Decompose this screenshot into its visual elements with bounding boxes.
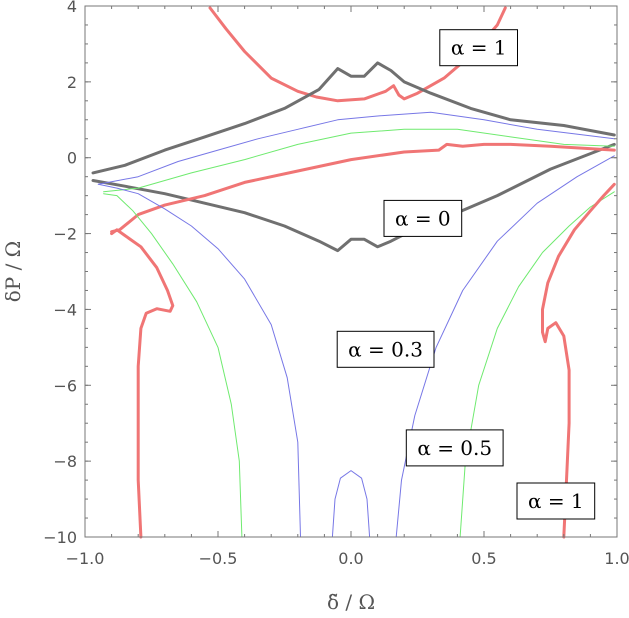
y-axis-title: δP / Ω	[1, 241, 25, 303]
series-line-a03_inner	[331, 470, 371, 538]
series-line-a05_left	[103, 193, 243, 538]
annotation-box	[336, 330, 435, 368]
annotation-box	[439, 29, 518, 67]
y-tick-label: −6	[53, 376, 77, 395]
annotation-label: α = 0.3	[336, 330, 435, 368]
annotations-layer: α = 1 α = 0 α = 0.3 α = 0.5 α = 1	[336, 29, 596, 520]
annotation-label: α = 0	[383, 199, 463, 237]
series-line-a0_top	[91, 61, 616, 175]
y-tick-label: −4	[53, 300, 77, 319]
annotation-text: α = 1	[451, 36, 507, 60]
x-tick-label: −1.0	[66, 549, 105, 568]
x-tick-label: 1.0	[604, 549, 629, 568]
y-tick-label: 0	[67, 149, 77, 168]
series-line-a1_left	[110, 228, 175, 539]
series-line-a1_arc	[208, 6, 507, 103]
series-line-a03_left	[97, 183, 301, 538]
annotation-text: α = 0.3	[348, 337, 423, 361]
x-tick-label: −0.5	[199, 549, 238, 568]
y-tick-label: 4	[67, 0, 77, 16]
series-line-a1_mid	[110, 142, 616, 234]
annotation-box	[405, 429, 504, 467]
y-tick-label: −10	[43, 528, 77, 547]
annotation-box	[383, 199, 463, 237]
annotation-label: α = 0.5	[405, 429, 504, 467]
plot-frame	[84, 5, 618, 538]
y-tick-label: −2	[53, 225, 77, 244]
x-axis-title: δ̃ / Ω	[327, 590, 375, 614]
annotation-text: α = 0	[395, 206, 451, 230]
x-tick-label: 0.0	[338, 549, 363, 568]
x-tick-label: 0.5	[471, 549, 496, 568]
series-layer	[91, 6, 616, 539]
ticks-layer: −1.0 −0.5 0.0 0.5 1.0 −10 −8 −6 −4 −2 0 2 4	[43, 0, 629, 568]
y-tick-label: 2	[67, 73, 77, 92]
annotation-label: α = 1	[516, 482, 596, 520]
annotation-text: α = 0.5	[417, 436, 492, 460]
series-line-a1_right	[541, 182, 616, 539]
y-tick-label: −8	[53, 452, 77, 471]
series-line-a05_upper	[103, 128, 615, 193]
series-line-a03_upper	[97, 111, 615, 185]
annotation-box	[516, 482, 596, 520]
annotation-label: α = 1	[439, 29, 518, 67]
annotation-text: α = 1	[528, 489, 584, 513]
